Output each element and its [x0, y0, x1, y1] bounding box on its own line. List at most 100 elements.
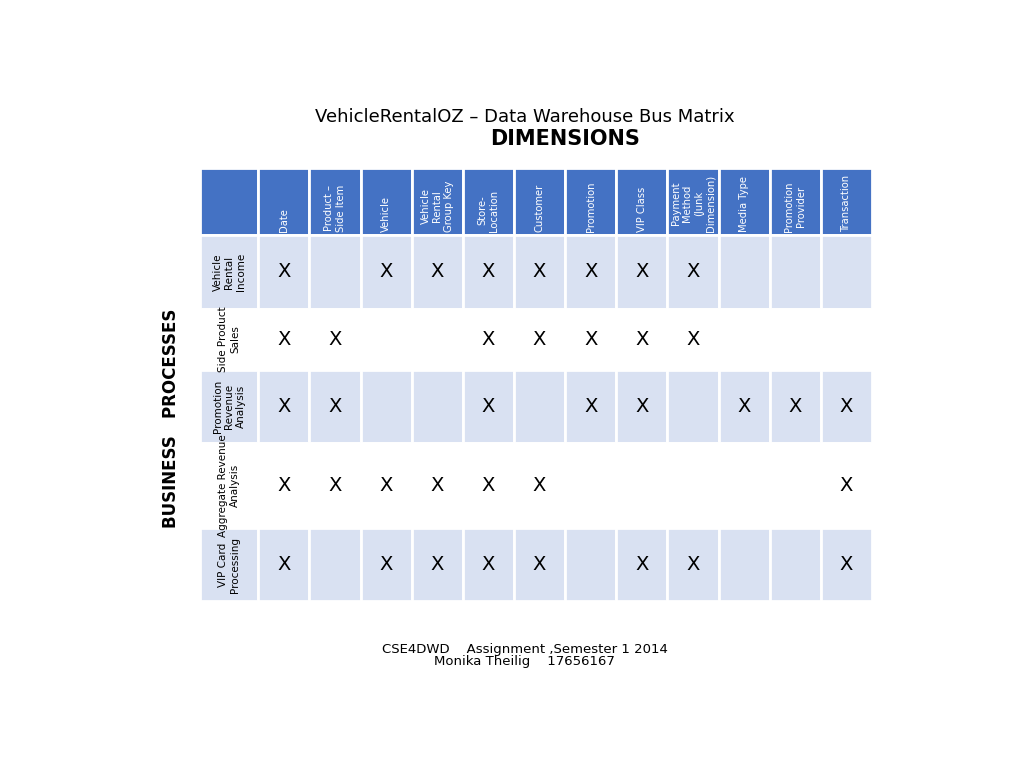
Bar — [514, 309, 565, 370]
Text: X: X — [481, 476, 495, 495]
Text: Promotion
Revenue
Analysis: Promotion Revenue Analysis — [213, 380, 246, 433]
Bar — [514, 370, 565, 443]
Bar — [565, 370, 616, 443]
Bar — [668, 443, 719, 528]
Text: Vehicle: Vehicle — [381, 196, 391, 231]
Text: X: X — [430, 476, 444, 495]
Text: X: X — [481, 397, 495, 416]
Bar — [616, 235, 668, 309]
Text: X: X — [840, 476, 853, 495]
Bar — [770, 528, 821, 601]
Bar — [200, 235, 258, 309]
Text: X: X — [379, 555, 393, 574]
Bar — [463, 167, 514, 235]
Text: Date: Date — [279, 207, 289, 231]
Text: Vehicle
Rental
Group Key: Vehicle Rental Group Key — [421, 180, 454, 231]
Bar — [770, 309, 821, 370]
Text: X: X — [329, 329, 342, 349]
Text: X: X — [788, 397, 802, 416]
Text: X: X — [840, 397, 853, 416]
Text: Promotion: Promotion — [586, 181, 596, 231]
Text: X: X — [278, 263, 291, 281]
Bar — [258, 443, 309, 528]
Text: X: X — [379, 476, 393, 495]
Bar — [668, 370, 719, 443]
Bar — [309, 235, 360, 309]
Bar — [668, 309, 719, 370]
Bar — [770, 443, 821, 528]
Bar — [821, 370, 872, 443]
Bar — [719, 235, 770, 309]
Bar — [258, 309, 309, 370]
Text: DIMENSIONS: DIMENSIONS — [490, 129, 640, 149]
Text: X: X — [635, 555, 648, 574]
Text: Monika Theilig    17656167: Monika Theilig 17656167 — [434, 655, 615, 668]
Bar — [258, 528, 309, 601]
Bar — [821, 528, 872, 601]
Bar — [463, 528, 514, 601]
Text: X: X — [278, 329, 291, 349]
Text: X: X — [584, 329, 597, 349]
Text: Payment
Method
(Junk
Dimension): Payment Method (Junk Dimension) — [671, 174, 716, 231]
Text: Customer: Customer — [535, 184, 545, 231]
Bar — [821, 167, 872, 235]
Text: X: X — [278, 476, 291, 495]
Bar — [719, 443, 770, 528]
Bar — [616, 370, 668, 443]
Bar — [514, 528, 565, 601]
Text: X: X — [840, 555, 853, 574]
Bar — [821, 443, 872, 528]
Bar — [463, 370, 514, 443]
Text: X: X — [379, 263, 393, 281]
Bar — [309, 309, 360, 370]
Bar — [514, 235, 565, 309]
Text: X: X — [635, 263, 648, 281]
Bar — [565, 528, 616, 601]
Text: X: X — [481, 329, 495, 349]
Bar — [412, 528, 463, 601]
Bar — [200, 370, 258, 443]
Text: X: X — [584, 263, 597, 281]
Bar — [821, 235, 872, 309]
Text: X: X — [635, 397, 648, 416]
Bar — [770, 370, 821, 443]
Text: X: X — [532, 263, 546, 281]
Text: VehicleRentalOZ – Data Warehouse Bus Matrix: VehicleRentalOZ – Data Warehouse Bus Mat… — [315, 108, 734, 125]
Text: X: X — [481, 263, 495, 281]
Bar — [200, 309, 258, 370]
Bar — [309, 167, 360, 235]
Text: Aggregate Revenue
Analysis: Aggregate Revenue Analysis — [218, 434, 240, 537]
Text: VIP Card
Processing: VIP Card Processing — [218, 537, 240, 593]
Bar — [463, 443, 514, 528]
Text: X: X — [584, 397, 597, 416]
Bar — [514, 167, 565, 235]
Bar — [360, 370, 412, 443]
Text: X: X — [737, 397, 751, 416]
Bar — [565, 235, 616, 309]
Bar — [412, 309, 463, 370]
Bar — [309, 443, 360, 528]
Bar — [821, 309, 872, 370]
Text: X: X — [430, 263, 444, 281]
Text: X: X — [686, 329, 699, 349]
Bar — [360, 528, 412, 601]
Text: X: X — [532, 329, 546, 349]
Text: X: X — [635, 329, 648, 349]
Text: X: X — [532, 476, 546, 495]
Bar — [565, 309, 616, 370]
Bar — [616, 443, 668, 528]
Text: X: X — [329, 476, 342, 495]
Bar — [463, 235, 514, 309]
Text: CSE4DWD    Assignment ,Semester 1 2014: CSE4DWD Assignment ,Semester 1 2014 — [382, 643, 668, 656]
Bar — [514, 443, 565, 528]
Bar — [565, 167, 616, 235]
Bar — [412, 443, 463, 528]
Text: X: X — [686, 263, 699, 281]
Text: Side Product
Sales: Side Product Sales — [218, 306, 240, 372]
Bar — [309, 528, 360, 601]
Bar — [309, 370, 360, 443]
Text: Promotion
Provider: Promotion Provider — [784, 181, 806, 231]
Bar — [668, 235, 719, 309]
Text: X: X — [532, 555, 546, 574]
Bar — [360, 443, 412, 528]
